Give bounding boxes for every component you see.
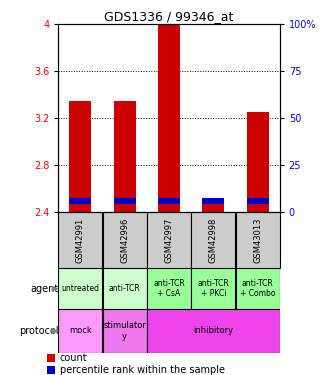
Text: anti-TCR
+ PKCi: anti-TCR + PKCi (197, 279, 229, 298)
Text: GSM42991: GSM42991 (76, 217, 85, 262)
Text: GSM42998: GSM42998 (209, 217, 218, 262)
Bar (235, 268, 280, 309)
Text: anti-TCR: anti-TCR (109, 284, 141, 293)
Text: GSM42996: GSM42996 (120, 217, 129, 262)
Text: mock: mock (69, 326, 92, 335)
Bar (202, 198, 224, 204)
Bar (58, 268, 103, 309)
Text: count: count (60, 353, 88, 363)
Bar (58, 212, 103, 268)
Bar (235, 212, 280, 268)
Bar (246, 198, 269, 204)
Text: protocol: protocol (19, 326, 59, 336)
Text: inhibitory: inhibitory (193, 326, 233, 335)
Bar (114, 198, 136, 204)
Bar (246, 112, 269, 212)
Text: percentile rank within the sample: percentile rank within the sample (60, 365, 225, 375)
Text: untreated: untreated (61, 284, 100, 293)
Bar (147, 268, 191, 309)
Text: anti-TCR
+ Combo: anti-TCR + Combo (240, 279, 275, 298)
Bar (103, 268, 147, 309)
Text: GSM42997: GSM42997 (165, 217, 173, 262)
Bar (103, 309, 147, 352)
Text: stimulator
y: stimulator y (103, 321, 146, 340)
Bar (191, 212, 235, 268)
Bar (191, 268, 235, 309)
Bar (47, 354, 55, 362)
Bar (158, 198, 180, 204)
Bar (69, 100, 92, 212)
Text: agent: agent (30, 284, 59, 294)
Bar (58, 309, 103, 352)
Text: anti-TCR
+ CsA: anti-TCR + CsA (153, 279, 185, 298)
Text: GSM43013: GSM43013 (253, 217, 262, 263)
Bar (147, 309, 280, 352)
Bar (103, 212, 147, 268)
Bar (47, 366, 55, 374)
Bar (147, 212, 191, 268)
Bar (202, 200, 224, 212)
Title: GDS1336 / 99346_at: GDS1336 / 99346_at (104, 10, 234, 23)
Bar (69, 198, 92, 204)
Bar (114, 100, 136, 212)
Bar (158, 24, 180, 212)
